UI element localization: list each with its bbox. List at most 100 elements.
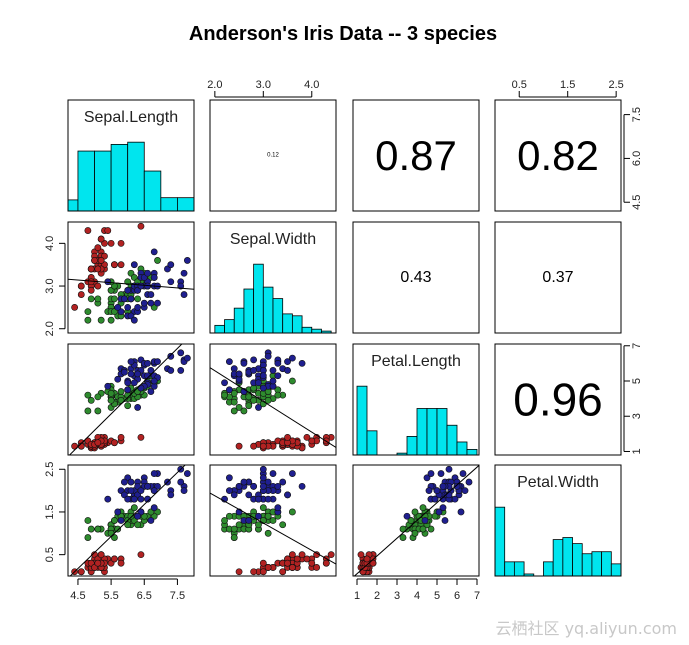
data-point — [84, 517, 92, 524]
data-point — [154, 358, 161, 366]
panel-border — [67, 464, 195, 577]
panel-border — [494, 464, 622, 577]
histogram-bar — [68, 199, 79, 211]
data-point — [111, 555, 118, 563]
data-point — [250, 356, 258, 364]
histogram-bar — [572, 543, 583, 576]
data-point — [274, 359, 282, 367]
data-point — [250, 442, 258, 450]
data-point — [245, 402, 253, 410]
data-point — [167, 367, 175, 374]
top-axis-sepal-width: 2.0 3.0 4.0 — [207, 79, 319, 98]
histogram-bar — [513, 561, 525, 576]
correlation-value: 0.82 — [517, 132, 599, 179]
correlation-value: 0.87 — [375, 132, 457, 179]
data-point — [269, 470, 277, 477]
data-point — [130, 504, 138, 512]
data-point — [255, 521, 262, 529]
data-point — [117, 261, 125, 269]
bottom-axis-petal-length: 1 2 3 4 5 6 7 — [354, 578, 480, 602]
data-point — [363, 555, 371, 563]
axis-tick-label: 1 — [631, 448, 643, 454]
data-point — [240, 407, 248, 415]
histogram-bar — [366, 430, 378, 455]
data-point — [94, 407, 102, 415]
panel-border — [352, 99, 480, 212]
data-point — [288, 354, 296, 362]
data-point — [230, 389, 238, 397]
data-point — [104, 495, 112, 503]
axis-tick-label: 7.5 — [170, 590, 185, 602]
data-point — [255, 512, 262, 520]
data-point — [245, 393, 253, 401]
data-point — [144, 372, 151, 380]
data-point — [71, 442, 79, 450]
data-point — [357, 551, 365, 559]
histogram-bar — [77, 150, 95, 211]
data-point — [250, 367, 258, 374]
left-axis-petal-width: 0.5 1.5 2.5 — [44, 462, 66, 562]
watermark: 云栖社区 yq.aliyun.com — [495, 619, 677, 638]
data-point — [259, 482, 267, 490]
data-point — [259, 474, 267, 482]
top-axis-petal-width: 0.5 1.5 2.5 — [512, 79, 624, 98]
data-point — [137, 551, 145, 559]
data-point — [437, 470, 445, 477]
data-point — [407, 517, 415, 524]
data-point — [230, 407, 238, 415]
histogram-bars — [356, 385, 478, 455]
panel-border — [209, 464, 337, 577]
histogram-bars — [495, 506, 621, 576]
data-point — [230, 534, 238, 541]
histogram-panel-petal-width: Petal.Width — [494, 464, 622, 577]
data-point — [269, 367, 277, 374]
scatter-points — [69, 465, 191, 576]
data-point — [154, 257, 161, 264]
data-point — [84, 407, 92, 415]
data-point — [399, 534, 407, 541]
histogram-bar — [94, 150, 112, 211]
axis-tick-label: 7 — [474, 590, 480, 602]
variable-label-sepal-width: Sepal.Width — [230, 231, 316, 248]
data-point — [180, 269, 188, 277]
right-axis-petal-length: 1 3 5 7 — [623, 343, 643, 455]
data-point — [107, 239, 115, 247]
data-point — [124, 286, 132, 294]
data-point — [288, 551, 296, 559]
data-point — [144, 359, 151, 367]
variable-label-sepal-length: Sepal.Length — [84, 109, 178, 126]
data-point — [117, 517, 125, 524]
data-point — [137, 222, 145, 230]
data-point — [150, 504, 158, 512]
histogram-bar — [610, 563, 621, 576]
panel-border — [67, 343, 195, 456]
data-point — [288, 564, 296, 571]
data-point — [127, 487, 135, 495]
data-point — [303, 433, 311, 441]
data-point — [245, 517, 253, 524]
histogram-bar — [562, 537, 573, 576]
axis-tick-label: 4.0 — [304, 79, 319, 91]
data-point — [183, 257, 191, 264]
histogram-bar — [160, 197, 178, 211]
data-point — [177, 282, 185, 290]
histogram-panel-sepal-length: Sepal.Length — [67, 99, 195, 212]
panel-sepal-width-vs-petal-width: 0.37 — [494, 221, 622, 334]
regression-line — [68, 344, 183, 455]
data-point — [235, 442, 243, 450]
axis-tick-label: 4.5 — [631, 195, 643, 210]
data-point — [459, 470, 467, 477]
data-point — [111, 517, 118, 524]
axis-tick-label: 7 — [631, 343, 643, 349]
histogram-bar — [523, 573, 535, 576]
data-point — [111, 295, 118, 303]
data-point — [183, 354, 191, 362]
scatter-points — [353, 465, 479, 576]
panel-border — [67, 221, 195, 334]
data-point — [127, 370, 135, 378]
data-point — [274, 372, 282, 380]
data-point — [180, 487, 188, 495]
data-point — [288, 508, 296, 516]
data-point — [124, 402, 132, 410]
data-point — [84, 227, 92, 234]
